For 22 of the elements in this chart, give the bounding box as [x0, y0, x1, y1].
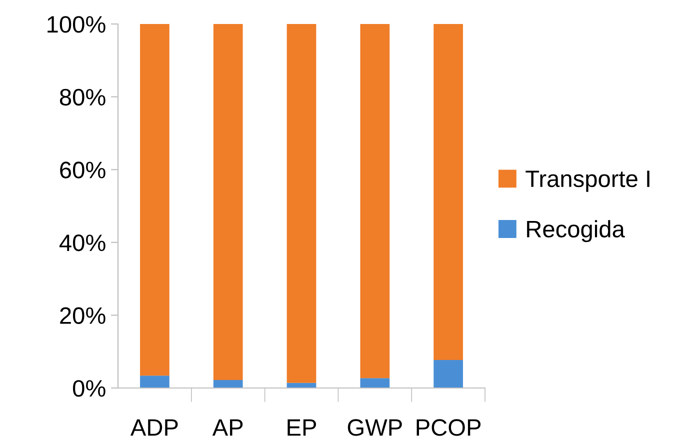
bar	[140, 24, 170, 376]
bar	[434, 360, 463, 388]
bar	[213, 24, 243, 380]
x-tick-label: EP	[288, 419, 316, 436]
y-tick-label: 100%	[48, 16, 106, 33]
legend-label: Recogida	[527, 220, 625, 242]
x-tick-label: AP	[212, 419, 243, 436]
bar	[360, 24, 390, 378]
legend-label: Transporte I	[526, 170, 650, 192]
x-tick-label: ADP	[130, 419, 178, 436]
bar	[140, 376, 170, 388]
bar	[213, 380, 243, 388]
y-tick-label: 60%	[60, 162, 106, 178]
x-tick-label: PCOP	[416, 419, 481, 436]
bar	[286, 24, 316, 383]
bar	[360, 378, 390, 388]
x-tick-label: GWP	[348, 419, 402, 436]
y-tick-label: 0%	[72, 380, 106, 397]
y-tick-label: 20%	[60, 307, 106, 324]
y-tick-label: 40%	[59, 234, 106, 252]
y-tick-label: 80%	[60, 88, 106, 106]
bar	[434, 24, 463, 360]
